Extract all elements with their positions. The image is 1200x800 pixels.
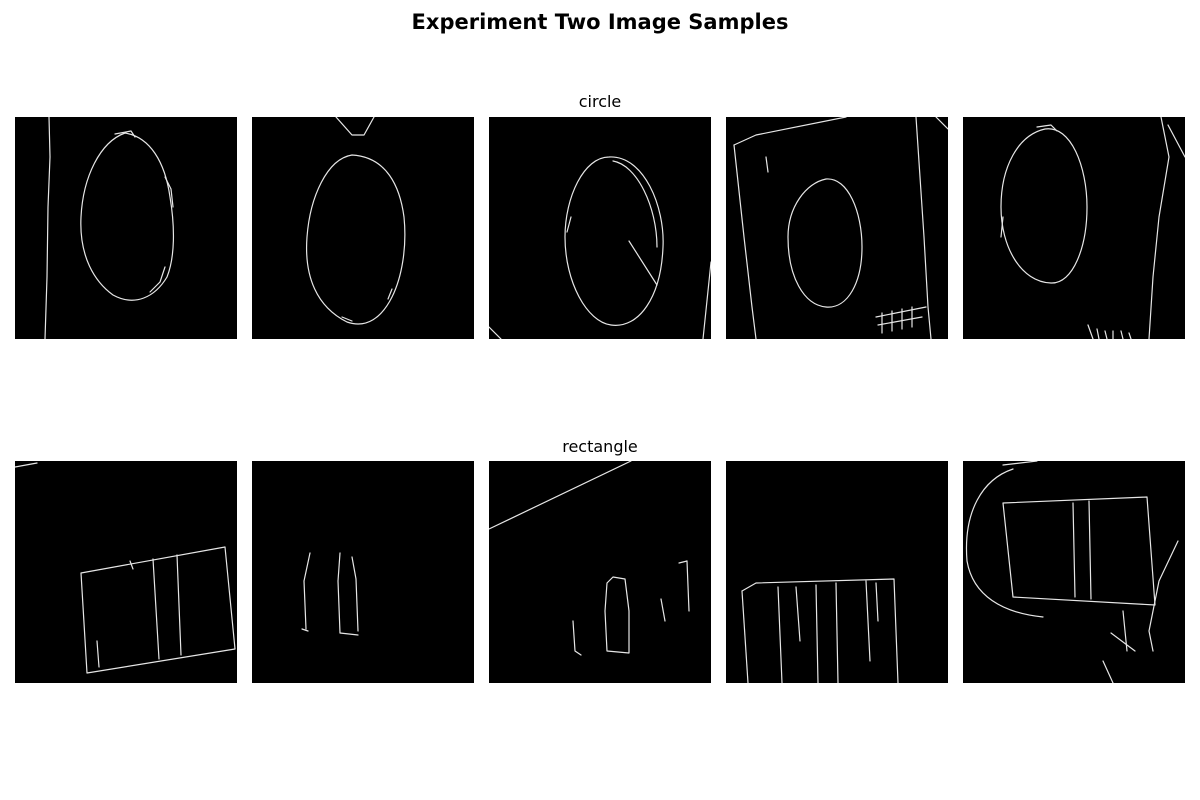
sample-image-circle-2 — [252, 117, 474, 339]
sample-image-circle-1 — [15, 117, 237, 339]
sample-image-rectangle-5 — [963, 461, 1185, 683]
sample-image-circle-4 — [726, 117, 948, 339]
sample-image-rectangle-4 — [726, 461, 948, 683]
sample-image-circle-3 — [489, 117, 711, 339]
figure-title: Experiment Two Image Samples — [411, 10, 789, 34]
sample-image-rectangle-3 — [489, 461, 711, 683]
sample-image-circle-5 — [963, 117, 1185, 339]
row-label-circle: circle — [578, 92, 622, 111]
sample-image-rectangle-2 — [252, 461, 474, 683]
sample-image-rectangle-1 — [15, 461, 237, 683]
row-label-rectangle: rectangle — [562, 437, 638, 456]
